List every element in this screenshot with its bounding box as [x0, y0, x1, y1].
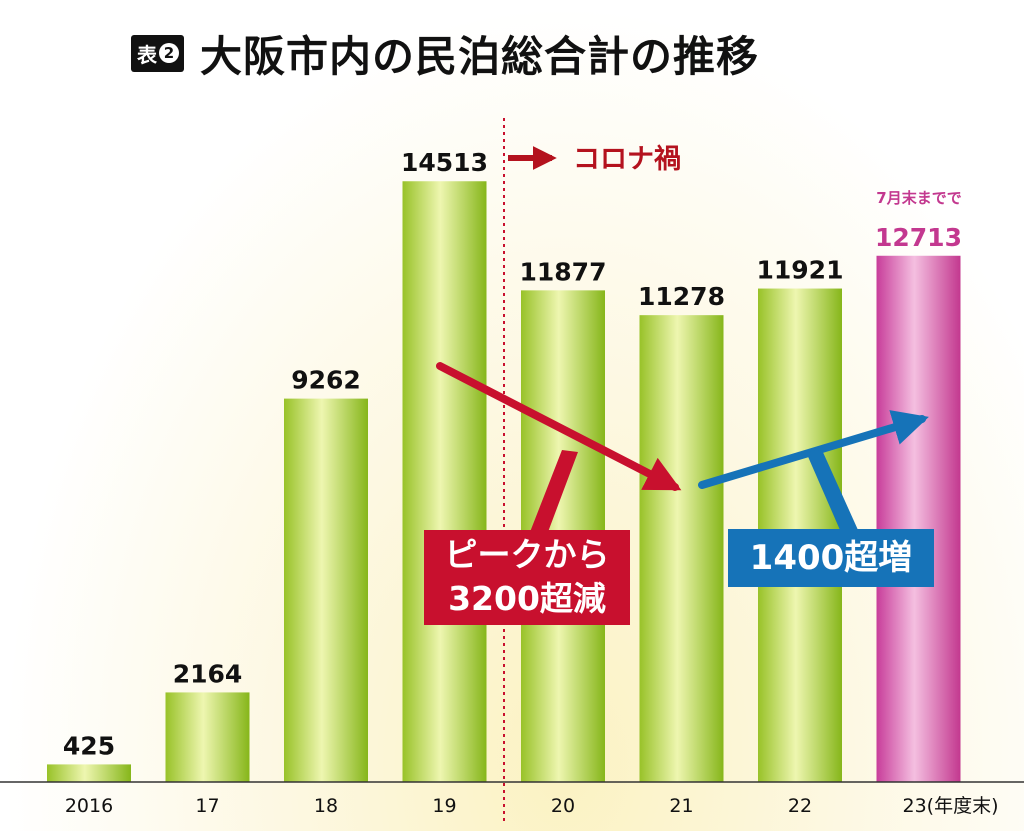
bar-2016 — [47, 764, 131, 782]
decrease-callout-pointer — [530, 450, 578, 532]
x-tick-label: 21 — [669, 795, 693, 817]
decrease-callout-line1: ピークから — [444, 535, 610, 574]
bar-19 — [402, 181, 487, 782]
value-label: 11278 — [638, 282, 725, 311]
decrease-callout-line2: 3200超減 — [448, 579, 606, 618]
value-label: 2164 — [173, 659, 243, 688]
x-tick-label: 22 — [788, 795, 812, 817]
x-tick-label: 17 — [195, 795, 219, 817]
bar-23 — [876, 255, 961, 782]
decrease-trend-arrow — [436, 362, 682, 491]
badge-label: 表 — [137, 42, 157, 67]
value-label: 9262 — [291, 366, 361, 395]
x-tick-label: 2016 — [65, 795, 113, 817]
bar-21 — [639, 315, 724, 782]
x-tick-label: 20 — [551, 795, 575, 817]
x-tick-label: 23(年度末) — [902, 795, 998, 817]
bar-18 — [284, 398, 368, 782]
corona-label: コロナ禍 — [573, 144, 681, 175]
value-label: 11921 — [757, 256, 844, 285]
chart-title: 表 2 大阪市内の民泊総合計の推移 — [131, 18, 759, 88]
increase-callout: 1400超増 — [728, 529, 934, 587]
bar-17 — [165, 692, 250, 782]
decrease-callout: ピークから 3200超減 — [424, 530, 630, 625]
value-label: 14513 — [401, 148, 488, 177]
title-text: 大阪市内の民泊総合計の推移 — [200, 31, 760, 81]
x-tick-label: 19 — [432, 795, 456, 817]
value-label: 12713 — [875, 223, 962, 252]
value-label: 11877 — [520, 257, 607, 286]
x-tick-label: 18 — [314, 795, 338, 817]
increase-callout-pointer — [806, 450, 858, 530]
partial-year-note: 7月末までで — [876, 189, 961, 207]
value-label: 425 — [63, 731, 115, 760]
badge-number: 2 — [159, 43, 179, 63]
table-badge: 表 2 — [131, 34, 184, 72]
